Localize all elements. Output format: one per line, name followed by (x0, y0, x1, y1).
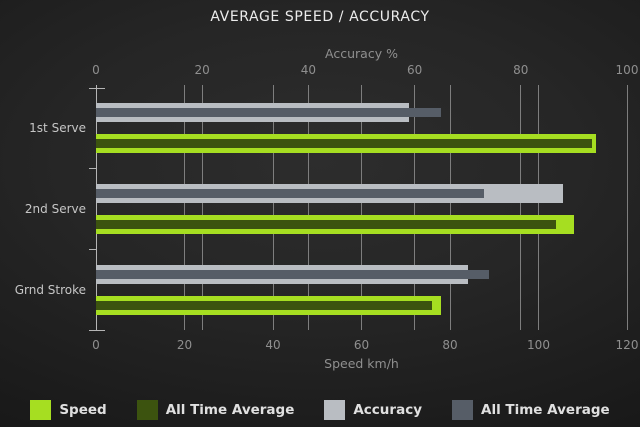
legend-item: Speed (30, 400, 107, 420)
legend-label: All Time Average (481, 402, 610, 418)
bar-accuracy-average (96, 269, 489, 279)
speed-tick-label: 60 (353, 338, 370, 352)
accuracy-tick-label: 40 (300, 63, 317, 77)
legend-label: Speed (59, 402, 107, 418)
accuracy-tick-label: 100 (615, 63, 639, 77)
speed-axis-label: Speed km/h (324, 356, 399, 371)
y-axis-tick (89, 87, 96, 89)
speed-tick-label: 120 (615, 338, 639, 352)
legend-swatch-speed (30, 400, 52, 420)
accuracy-gridline (307, 85, 309, 330)
speed-tick-label: 80 (442, 338, 458, 352)
bar-speed-average (96, 300, 433, 310)
speed-tick-label: 0 (92, 338, 100, 352)
speed-gridline (272, 85, 274, 330)
bar-speed-average (96, 139, 592, 149)
y-axis-tick (89, 329, 96, 331)
bar-accuracy-average (96, 108, 442, 118)
legend-label: All Time Average (165, 402, 295, 418)
category-label: 1st Serve (29, 121, 86, 136)
category-label: Grnd Stroke (14, 282, 86, 297)
legend-swatch-accuracy_avg (452, 400, 473, 420)
legend-swatch-speed_avg (136, 400, 158, 420)
accuracy-tick-label: 80 (513, 63, 529, 77)
plot-area (89, 85, 628, 331)
legend: Speed All Time Average Accuracy All Time Av… (0, 397, 640, 423)
legend-item: Accuracy (324, 400, 422, 420)
accuracy-tick-label: 20 (194, 63, 210, 77)
speed-tick-label: 100 (527, 338, 550, 352)
speed-tick-label: 40 (265, 338, 281, 352)
chart-title: AVERAGE SPEED / ACCURACY (210, 9, 430, 25)
speed-gridline (449, 85, 451, 330)
accuracy-tick-label: 60 (406, 63, 423, 77)
speed-gridline (626, 85, 628, 330)
y-axis-line (96, 85, 97, 330)
bar-accuracy-average (96, 189, 484, 198)
legend-label: Accuracy (353, 402, 422, 418)
speed-gridline (538, 85, 539, 330)
axis-corner-stub (96, 329, 105, 331)
legend-swatch-accuracy (324, 400, 346, 420)
legend-item: All Time Average (452, 400, 610, 420)
speed-gridline (361, 85, 362, 330)
category-label: 2nd Serve (24, 202, 86, 216)
bar-speed-average (96, 220, 557, 229)
axis-corner-stub (96, 87, 105, 89)
speed-gridline (184, 85, 185, 330)
accuracy-gridline (201, 85, 203, 330)
accuracy-tick-label: 0 (92, 63, 100, 77)
accuracy-gridline (414, 85, 416, 330)
accuracy-axis-label: Accuracy % (325, 46, 398, 61)
legend-item: All Time Average (136, 400, 295, 420)
speed-tick-label: 20 (176, 338, 193, 352)
y-axis-tick (89, 168, 96, 170)
accuracy-gridline (520, 85, 522, 330)
y-axis-tick (89, 248, 96, 250)
